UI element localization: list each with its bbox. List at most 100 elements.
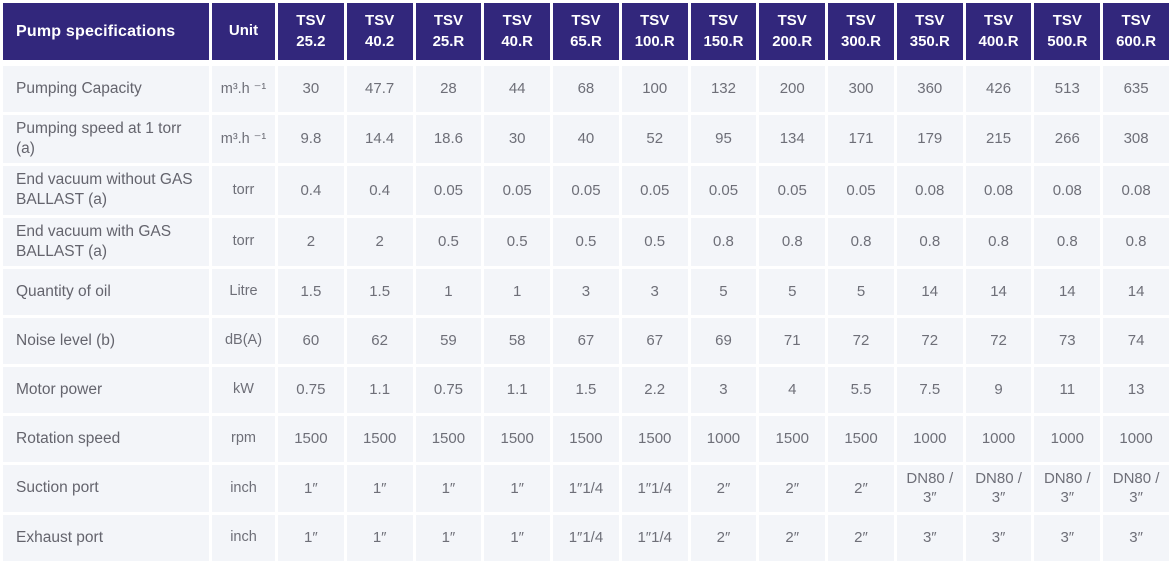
header-row: Pump specifications Unit TSV 25.2 TSV 40.… <box>3 3 1169 63</box>
spec-value: 62 <box>346 317 413 364</box>
spec-unit: m³.h ⁻¹ <box>212 115 275 164</box>
spec-value: 18.6 <box>415 115 482 164</box>
spec-value: 7.5 <box>896 366 963 413</box>
spec-value: 3 <box>621 268 688 315</box>
spec-value: 0.05 <box>415 166 482 215</box>
spec-unit: dB(A) <box>212 317 275 364</box>
spec-value: 0.75 <box>278 366 344 413</box>
model-column-header: TSV 400.R <box>965 3 1032 63</box>
spec-value: 3 <box>553 268 619 315</box>
spec-value: 9 <box>965 366 1032 413</box>
spec-value: 171 <box>828 115 894 164</box>
spec-value: 0.05 <box>484 166 551 215</box>
spec-value: 1500 <box>278 415 344 462</box>
spec-value: 52 <box>621 115 688 164</box>
unit-column-header: Unit <box>212 3 275 63</box>
table-row: Pumping Capacity m³.h ⁻¹ 30 47.7 28 44 68 100 13… <box>3 66 1169 112</box>
spec-value: 1500 <box>828 415 894 462</box>
spec-unit: Litre <box>212 268 275 315</box>
spec-value: 0.5 <box>621 217 688 266</box>
spec-value: 360 <box>896 66 963 112</box>
spec-value: 2″ <box>759 514 826 561</box>
spec-value: 67 <box>621 317 688 364</box>
spec-value: 13 <box>1103 366 1169 413</box>
spec-value: 426 <box>965 66 1032 112</box>
spec-row-label: Motor power <box>3 366 209 413</box>
spec-value: 0.05 <box>621 166 688 215</box>
spec-value: 1500 <box>759 415 826 462</box>
spec-value: 28 <box>415 66 482 112</box>
spec-value: 40 <box>553 115 619 164</box>
spec-value: DN80 / 3″ <box>1034 464 1101 512</box>
spec-value: 2″ <box>690 514 757 561</box>
spec-value: 266 <box>1034 115 1101 164</box>
spec-value: 44 <box>484 66 551 112</box>
model-column-header: TSV 300.R <box>828 3 894 63</box>
spec-value: 0.8 <box>965 217 1032 266</box>
spec-value: 1500 <box>415 415 482 462</box>
spec-value: 1.5 <box>278 268 344 315</box>
spec-value: 1″1/4 <box>553 514 619 561</box>
spec-value: 1″ <box>346 514 413 561</box>
spec-value: 5 <box>759 268 826 315</box>
model-column-header: TSV 25.R <box>415 3 482 63</box>
model-column-header: TSV 500.R <box>1034 3 1101 63</box>
spec-row-label: Suction port <box>3 464 209 512</box>
spec-value: 1″1/4 <box>553 464 619 512</box>
spec-value: 1500 <box>346 415 413 462</box>
table-title: Pump specifications <box>3 3 209 63</box>
spec-value: 1″ <box>415 514 482 561</box>
spec-value: 11 <box>1034 366 1101 413</box>
spec-value: 0.05 <box>690 166 757 215</box>
spec-value: 2″ <box>828 464 894 512</box>
spec-value: 0.8 <box>690 217 757 266</box>
spec-value: 14 <box>965 268 1032 315</box>
spec-value: 0.8 <box>896 217 963 266</box>
spec-value: 1″1/4 <box>621 464 688 512</box>
spec-value: 73 <box>1034 317 1101 364</box>
spec-value: 72 <box>965 317 1032 364</box>
spec-value: 1000 <box>690 415 757 462</box>
spec-value: 0.08 <box>1103 166 1169 215</box>
spec-value: 0.8 <box>1034 217 1101 266</box>
spec-value: 0.05 <box>828 166 894 215</box>
model-column-header: TSV 600.R <box>1103 3 1169 63</box>
spec-value: 308 <box>1103 115 1169 164</box>
model-column-header: TSV 150.R <box>690 3 757 63</box>
spec-value: 1″ <box>484 464 551 512</box>
spec-unit: torr <box>212 166 275 215</box>
model-column-header: TSV 200.R <box>759 3 826 63</box>
spec-unit: inch <box>212 514 275 561</box>
spec-value: 72 <box>828 317 894 364</box>
spec-value: 9.8 <box>278 115 344 164</box>
model-column-header: TSV 25.2 <box>278 3 344 63</box>
table-body: Pumping Capacity m³.h ⁻¹ 30 47.7 28 44 68 100 13… <box>3 66 1169 561</box>
spec-value: DN80 / 3″ <box>896 464 963 512</box>
spec-row-label: Pumping Capacity <box>3 66 209 112</box>
spec-value: 2″ <box>759 464 826 512</box>
table-row: Quantity of oil Litre 1.5 1.5 1 1 3 3 5 5 5 14 14 14 1… <box>3 268 1169 315</box>
spec-value: 1″ <box>484 514 551 561</box>
spec-value: DN80 / 3″ <box>1103 464 1169 512</box>
model-column-header: TSV 40.2 <box>346 3 413 63</box>
spec-value: 0.5 <box>553 217 619 266</box>
spec-value: 5 <box>828 268 894 315</box>
spec-value: 2″ <box>690 464 757 512</box>
spec-value: 1″ <box>415 464 482 512</box>
spec-value: 215 <box>965 115 1032 164</box>
spec-value: 0.08 <box>896 166 963 215</box>
table-row: Pumping speed at 1 torr (a) m³.h ⁻¹ 9.8 14.… <box>3 115 1169 164</box>
spec-value: 14 <box>1103 268 1169 315</box>
spec-value: 3 <box>690 366 757 413</box>
spec-unit: m³.h ⁻¹ <box>212 66 275 112</box>
spec-row-label: Noise level (b) <box>3 317 209 364</box>
spec-value: 2 <box>278 217 344 266</box>
spec-value: 1.5 <box>553 366 619 413</box>
table-row: End vacuum without GAS BALLAST (a) torr 0.… <box>3 166 1169 215</box>
spec-value: 69 <box>690 317 757 364</box>
spec-value: 513 <box>1034 66 1101 112</box>
spec-unit: rpm <box>212 415 275 462</box>
table-row: Noise level (b) dB(A) 60 62 59 58 67 67 69 71 72 72… <box>3 317 1169 364</box>
